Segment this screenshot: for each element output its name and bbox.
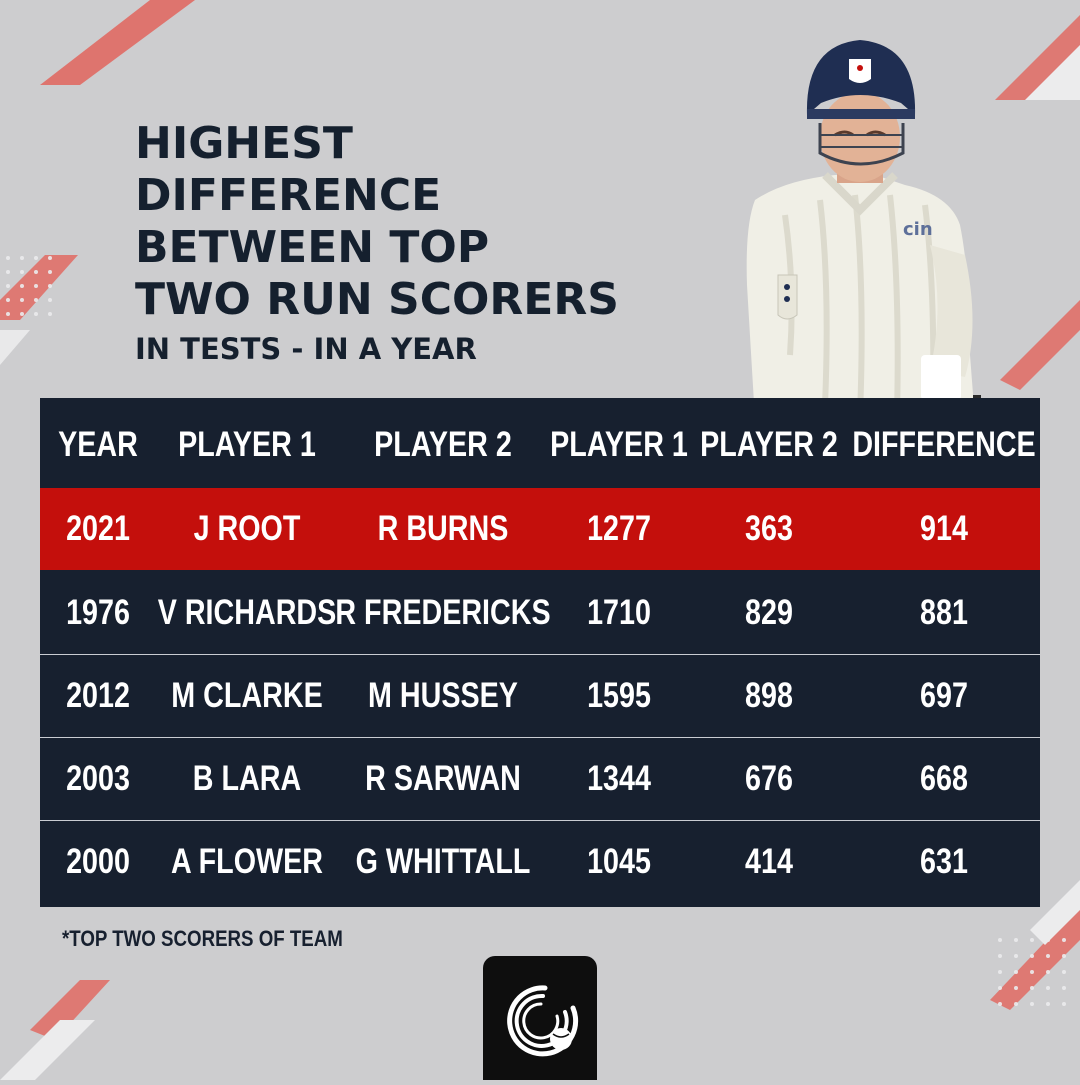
cell-player-2-runs: 414 (745, 842, 793, 881)
cell-player-1: M CLARKE (171, 676, 323, 715)
header-year: YEAR (58, 425, 138, 464)
cell-player-1-runs: 1277 (587, 509, 651, 548)
cell-player-1: J ROOT (193, 509, 301, 548)
cell-player-2: R SARWAN (365, 759, 521, 798)
cell-player-2-runs: 676 (745, 759, 793, 798)
cell-year: 1976 (66, 593, 130, 632)
dot-pattern-left (6, 256, 52, 316)
row-divider (40, 820, 1040, 821)
cell-player-2: G WHITTALL (355, 842, 531, 881)
title-line-2: DIFFERENCE (135, 170, 442, 221)
table-row: 2003 B LARA R SARWAN 1344 676 668 (40, 738, 1040, 820)
row-divider (40, 737, 1040, 738)
table-row: 2012 M CLARKE M HUSSEY 1595 898 697 (40, 655, 1040, 737)
cell-player-1-runs: 1344 (587, 759, 651, 798)
cell-player-2-runs: 898 (745, 676, 793, 715)
dot-pattern-right (998, 938, 1066, 1006)
cell-player-2-runs: 829 (745, 593, 793, 632)
cell-player-1: B LARA (192, 759, 302, 798)
title: HIGHEST DIFFERENCE BETWEEN TOP TWO RUN S… (135, 118, 619, 326)
cell-player-1: A FLOWER (171, 842, 323, 881)
title-line-4: TWO RUN SCORERS (135, 274, 619, 325)
stats-table: YEAR PLAYER 1 PLAYER 2 PLAYER 1 PLAYER 2… (40, 398, 1040, 907)
cell-year: 2003 (66, 759, 130, 798)
cell-difference: 631 (920, 842, 968, 881)
cell-player-1-runs: 1045 (587, 842, 651, 881)
table-row: 1976 V RICHARDS R FREDERICKS 1710 829 88… (40, 572, 1040, 654)
cell-difference: 881 (920, 593, 968, 632)
table-row-highlighted: 2021 J ROOT R BURNS 1277 363 914 (40, 488, 1040, 570)
cell-year: 2012 (66, 676, 130, 715)
cell-difference: 697 (920, 676, 968, 715)
header-player-1-runs: PLAYER 1 (550, 425, 688, 464)
subtitle: IN TESTS - IN A YEAR (135, 332, 477, 366)
cell-year: 2021 (66, 509, 130, 548)
cell-player-2-runs: 363 (745, 509, 793, 548)
title-line-3: BETWEEN TOP (135, 222, 490, 273)
cricket-ball-logo-icon (507, 985, 579, 1057)
brand-logo (483, 956, 597, 1080)
cell-player-1-runs: 1595 (587, 676, 651, 715)
player-badge-text: cin (903, 219, 933, 240)
table-header-row: YEAR PLAYER 1 PLAYER 2 PLAYER 1 PLAYER 2… (40, 402, 1040, 488)
cell-difference: 668 (920, 759, 968, 798)
header-player-2-runs: PLAYER 2 (700, 425, 838, 464)
cell-player-2: M HUSSEY (368, 676, 518, 715)
header-player-1: PLAYER 1 (178, 425, 316, 464)
footnote: *TOP TWO SCORERS OF TEAM (62, 926, 343, 951)
table-row: 2000 A FLOWER G WHITTALL 1045 414 631 (40, 821, 1040, 903)
cell-player-2: R BURNS (377, 509, 509, 548)
cell-player-1: V RICHARDS (157, 593, 337, 632)
cell-year: 2000 (66, 842, 130, 881)
cricketer-photo: cin (746, 40, 981, 420)
cell-difference: 914 (920, 509, 968, 548)
header-difference: DIFFERENCE (852, 425, 1036, 464)
cell-player-2: R FREDERICKS (335, 593, 551, 632)
row-divider (40, 654, 1040, 655)
header-player-2: PLAYER 2 (374, 425, 512, 464)
title-line-1: HIGHEST (135, 118, 353, 169)
cell-player-1-runs: 1710 (587, 593, 651, 632)
